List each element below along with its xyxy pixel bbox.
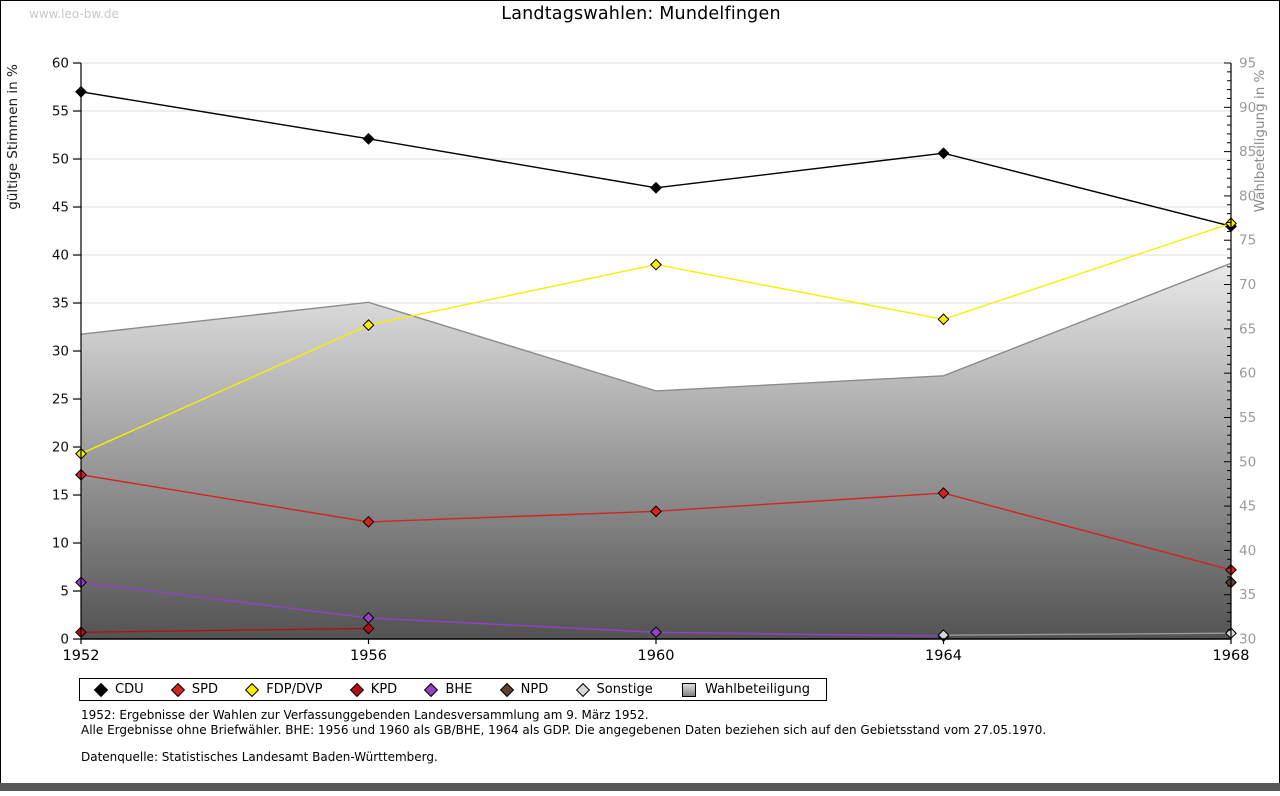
legend-item-npd: NPD (499, 682, 549, 697)
legend-item-kpd: KPD (349, 682, 398, 697)
chart-title: Landtagswahlen: Mundelfingen (501, 4, 781, 24)
svg-text:1964: 1964 (925, 648, 962, 664)
bottom-bar (0, 783, 1280, 791)
legend-diamond-icon-cdu (93, 682, 109, 697)
svg-text:45: 45 (1239, 499, 1256, 515)
svg-text:95: 95 (1239, 56, 1256, 72)
footnote-source: Datenquelle: Statistisches Landesamt Bad… (81, 750, 438, 764)
svg-text:40: 40 (1239, 543, 1256, 559)
svg-text:60: 60 (52, 56, 69, 72)
legend-diamond-icon-fdp-dvp (245, 682, 260, 697)
svg-text:1956: 1956 (350, 648, 387, 664)
svg-text:65: 65 (1239, 321, 1256, 337)
svg-text:55: 55 (52, 104, 69, 120)
svg-text:35: 35 (52, 296, 69, 312)
svg-text:90: 90 (1239, 100, 1256, 116)
watermark: www.leo-bw.de (29, 7, 119, 21)
svg-text:1968: 1968 (1213, 648, 1250, 664)
svg-text:30: 30 (52, 344, 69, 360)
legend-item-wahlbeteiligung: Wahlbeteiligung (681, 682, 810, 697)
svg-text:55: 55 (1239, 410, 1256, 426)
svg-text:50: 50 (52, 152, 69, 168)
legend-item-bhe: BHE (424, 682, 473, 697)
footnote-line-2: Alle Ergebnisse ohne Briefwähler. BHE: 1… (81, 722, 1047, 737)
footnote-line-1: 1952: Ergebnisse der Wahlen zur Verfassu… (81, 708, 649, 722)
svg-text:1952: 1952 (63, 648, 100, 664)
legend-label-kpd: KPD (370, 682, 398, 697)
svg-text:35: 35 (1239, 587, 1256, 603)
legend-label-fdp-dvp: FDP/DVP (266, 682, 323, 697)
svg-text:80: 80 (1239, 188, 1256, 204)
svg-text:0: 0 (60, 632, 69, 648)
svg-text:1960: 1960 (638, 648, 675, 664)
svg-text:70: 70 (1239, 277, 1256, 293)
legend-diamond-icon-kpd (349, 682, 364, 697)
svg-text:45: 45 (52, 200, 69, 216)
legend-diamond-icon-sonstige (575, 682, 590, 697)
legend-item-cdu: CDU (93, 682, 144, 697)
legend-item-sonstige: Sonstige (575, 682, 653, 697)
legend-label-npd: NPD (520, 682, 549, 697)
svg-text:20: 20 (52, 440, 69, 456)
legend-diamond-icon-bhe (424, 682, 439, 697)
svg-text:50: 50 (1239, 454, 1256, 470)
svg-text:15: 15 (52, 488, 69, 504)
svg-text:30: 30 (1239, 632, 1256, 648)
svg-text:25: 25 (52, 392, 69, 408)
svg-text:60: 60 (1239, 366, 1256, 382)
svg-text:75: 75 (1239, 233, 1256, 249)
svg-text:gültige Stimmen in %: gültige Stimmen in % (5, 64, 21, 210)
svg-text:85: 85 (1239, 144, 1256, 160)
legend-diamond-icon-spd (170, 682, 185, 697)
svg-text:5: 5 (60, 584, 69, 600)
svg-text:40: 40 (52, 248, 69, 264)
legend-label-sonstige: Sonstige (596, 682, 653, 697)
legend-label-bhe: BHE (445, 682, 473, 697)
legend-item-spd: SPD (170, 682, 218, 697)
legend-label-spd: SPD (191, 682, 218, 697)
svg-text:10: 10 (52, 536, 69, 552)
legend: CDU SPD FDP/DVP KPD BHE NPD Sonstige Wahlbeteil… (79, 678, 827, 701)
svg-text:Wahlbeteiligung in %: Wahlbeteiligung in % (1252, 69, 1268, 212)
legend-label-cdu: CDU (115, 682, 144, 697)
footnotes: 1952: Ergebnisse der Wahlen zur Verfassu… (81, 708, 1046, 765)
legend-item-fdp-dvp: FDP/DVP (245, 682, 323, 697)
legend-diamond-icon-npd (499, 682, 514, 697)
legend-square-icon-wahlbeteiligung (681, 682, 696, 697)
legend-label-wahlbeteiligung: Wahlbeteiligung (704, 682, 810, 697)
